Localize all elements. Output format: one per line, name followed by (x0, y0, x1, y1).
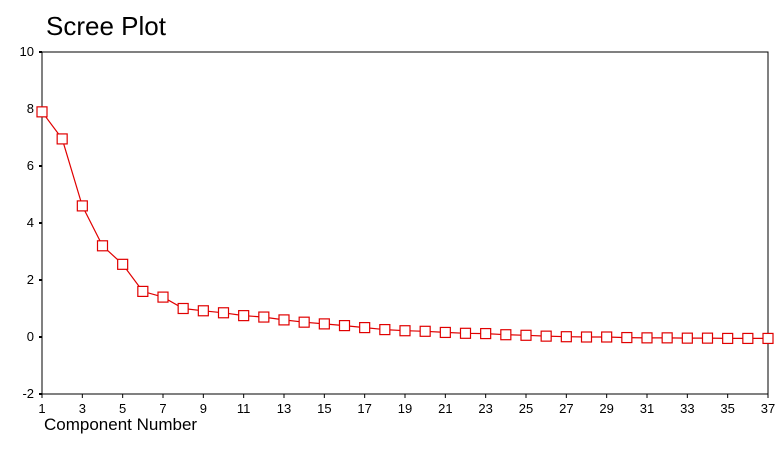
y-tick-label: 6 (27, 158, 34, 173)
x-tick-label: 21 (438, 401, 452, 416)
data-point (459, 327, 472, 339)
x-tick-label: 25 (519, 401, 533, 416)
x-tick-label: 37 (761, 401, 775, 416)
data-point (480, 327, 492, 340)
x-tick-label: 9 (200, 401, 207, 416)
data-point (56, 133, 68, 145)
x-tick-label: 33 (680, 401, 694, 416)
data-point (338, 320, 351, 332)
data-point (500, 329, 512, 341)
y-axis: -2 0 2 4 6 8 10 (20, 44, 42, 401)
data-point (742, 332, 754, 345)
x-tick-label: 17 (357, 401, 371, 416)
data-point (540, 330, 552, 342)
data-point (238, 310, 250, 322)
data-point (157, 291, 169, 303)
x-axis: 1 3 5 7 9 11 13 15 17 19 21 23 25 27 29 31 33 35 37 (38, 394, 775, 416)
data-point (379, 323, 391, 336)
x-tick-label: 11 (237, 401, 251, 416)
data-point (419, 325, 431, 337)
x-tick-label: 19 (398, 401, 412, 416)
data-point (762, 332, 774, 345)
y-tick-label: -2 (22, 386, 34, 401)
data-point (439, 326, 451, 339)
data-point (399, 325, 411, 337)
data-point (197, 305, 209, 317)
x-tick-label: 29 (599, 401, 613, 416)
data-point (177, 302, 189, 315)
data-point (580, 331, 593, 343)
data-point (76, 200, 88, 212)
y-tick-label: 4 (27, 215, 34, 230)
y-tick-label: 8 (27, 101, 34, 116)
data-point (137, 285, 149, 297)
chart-title: Scree Plot (46, 11, 166, 41)
plot-frame (41, 51, 769, 395)
data-point (661, 332, 673, 344)
data-point (621, 331, 633, 344)
data-point (701, 332, 714, 344)
x-tick-label: 13 (277, 401, 291, 416)
y-tick-label: 2 (27, 272, 34, 287)
series-line (41, 111, 768, 339)
data-point (722, 332, 734, 345)
data-point (217, 307, 230, 319)
data-point (681, 332, 693, 344)
data-point (96, 240, 109, 252)
data-point (359, 321, 371, 334)
data-point (298, 316, 310, 328)
y-tick-label: 10 (20, 44, 34, 59)
data-point (560, 331, 572, 343)
data-point (318, 318, 330, 330)
x-tick-label: 3 (79, 401, 86, 416)
data-point (601, 331, 613, 343)
x-tick-label: 23 (478, 401, 492, 416)
x-tick-label: 5 (119, 401, 126, 416)
x-axis-label: Component Number (44, 415, 198, 434)
x-tick-label: 31 (640, 401, 654, 416)
data-point (117, 258, 129, 270)
data-point (258, 311, 270, 323)
data-point (36, 106, 48, 118)
y-tick-label: 0 (27, 329, 34, 344)
x-tick-label: 7 (159, 401, 166, 416)
data-point (520, 329, 532, 341)
data-point (641, 332, 653, 344)
series-markers (36, 106, 774, 345)
x-tick-label: 35 (720, 401, 734, 416)
data-point (278, 314, 290, 326)
x-tick-label: 1 (38, 401, 45, 416)
x-tick-label: 15 (317, 401, 331, 416)
x-tick-label: 27 (559, 401, 573, 416)
